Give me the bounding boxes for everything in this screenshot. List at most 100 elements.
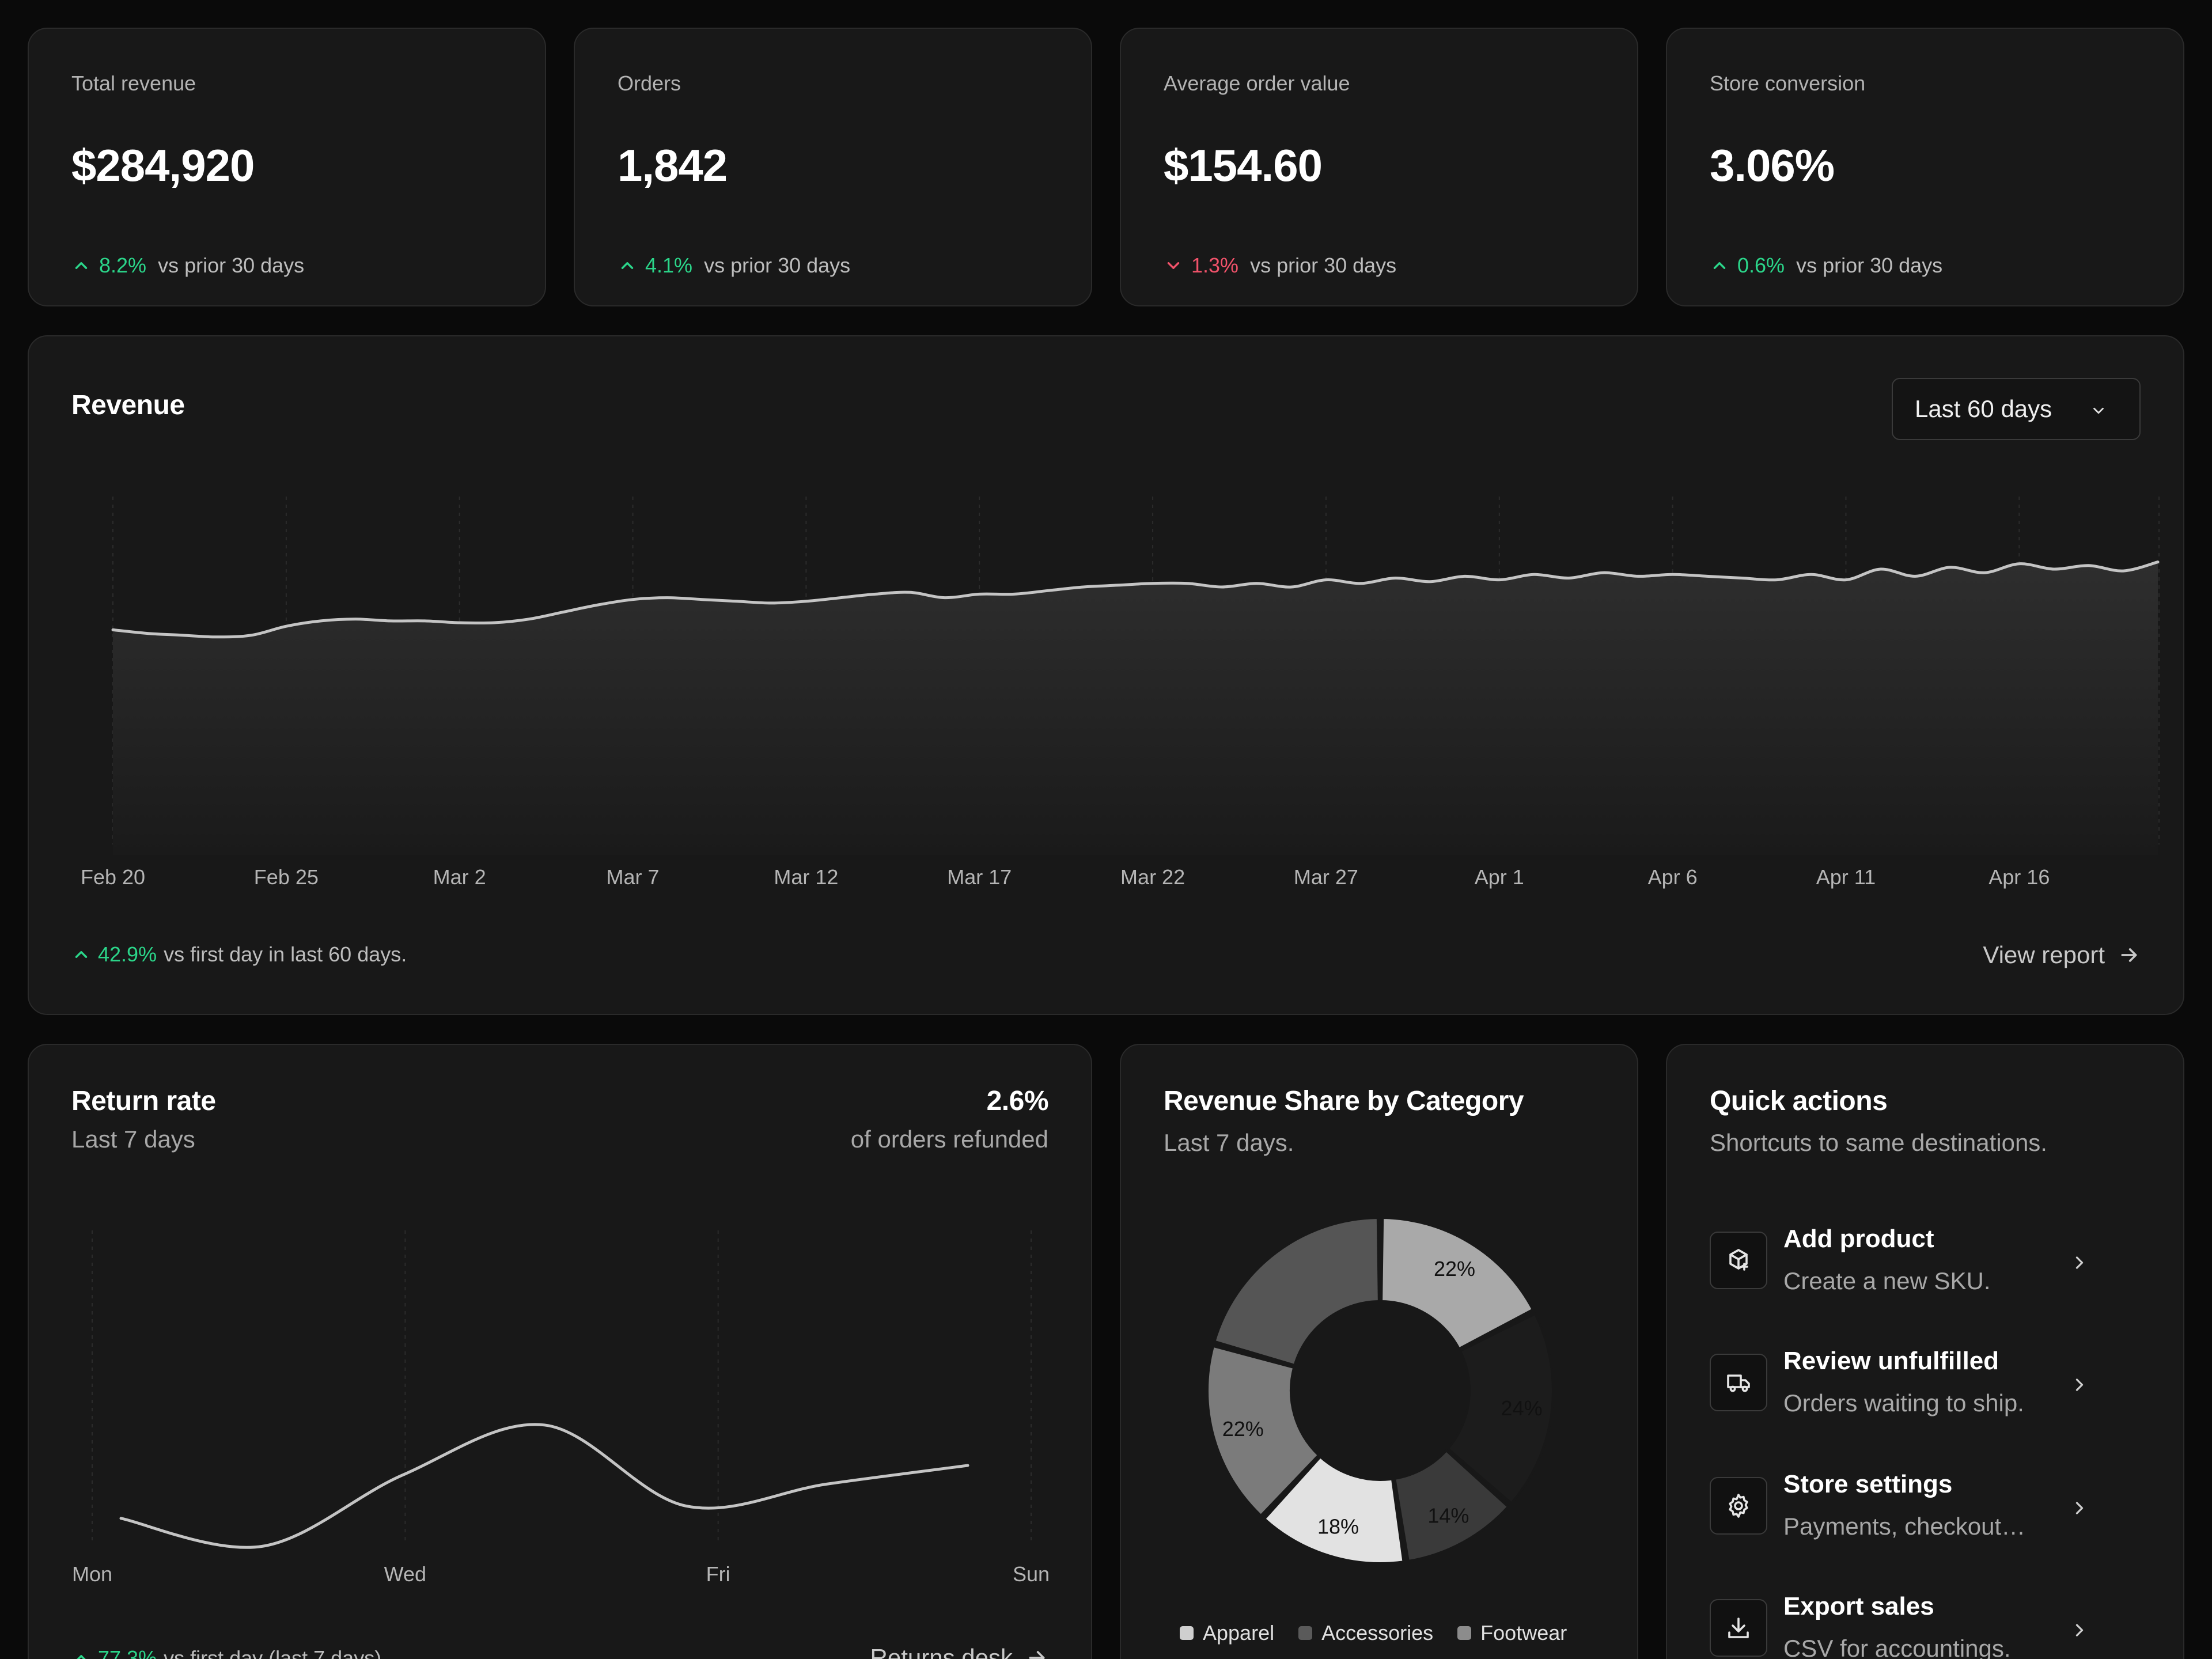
arrow-down-icon [1167, 262, 1180, 269]
truck-icon [1710, 1354, 1767, 1411]
legend-label: Accessories [1321, 1621, 1434, 1645]
range-select-value: Last 60 days [1915, 395, 2052, 422]
quick-action-store-settings[interactable]: Store settings Payments, checkout… [1710, 1470, 2090, 1562]
return-x-tick: Fri [706, 1562, 730, 1586]
kpi-card-orders: Orders 1,842 4.1% vs prior 30 days [574, 28, 1092, 306]
legend-item: Accessories [1298, 1621, 1433, 1645]
kpi-label: Store conversion [1710, 71, 1866, 95]
gear-icon [1710, 1477, 1767, 1535]
return-rate-value: 2.6% [986, 1086, 1049, 1116]
kpi-label: Average order value [1164, 71, 1350, 95]
kpi-value: 1,842 [618, 140, 728, 191]
kpi-delta-percent: 8.2% [99, 253, 147, 277]
quick-actions-subtitle: Shortcuts to same destinations. [1710, 1129, 2047, 1156]
arrow-up-icon [75, 951, 88, 958]
kpi-compare-text: vs prior 30 days [1796, 253, 1943, 277]
revenue-card: Revenue Last 60 days Feb 20 Feb 25 Mar 2 Ma… [28, 335, 2184, 1015]
quick-action-title: Add product [1783, 1225, 1934, 1253]
revenue-x-tick: Feb 25 [253, 865, 319, 889]
quick-action-desc: Orders waiting to ship. [1783, 1389, 2024, 1416]
chevron-down-icon [2093, 407, 2104, 414]
revenue-x-tick: Mar 22 [1120, 865, 1185, 889]
return-footer-text: vs first day (last 7 days) [164, 1646, 382, 1659]
revenue-title: Revenue [71, 390, 185, 421]
view-report-link[interactable]: View report [1983, 941, 2141, 969]
legend-label: Footwear [1480, 1621, 1567, 1645]
kpi-value: $284,920 [71, 140, 255, 191]
arrow-right-icon [1029, 1651, 1045, 1659]
kpi-delta: 8.2% vs prior 30 days [71, 253, 304, 278]
donut-slice-label: 22% [1222, 1417, 1264, 1441]
revenue-x-tick: Feb 20 [80, 865, 146, 889]
donut-slice [1263, 1455, 1405, 1565]
revenue-footer-text: vs first day in last 60 days. [164, 942, 407, 966]
donut-slice [1446, 1312, 1554, 1505]
return-x-tick: Sun [1012, 1562, 1050, 1586]
return-series-line [119, 1423, 969, 1549]
arrow-up-icon [1713, 262, 1726, 269]
quick-action-review-unfulfilled[interactable]: Review unfulfilled Orders waiting to shi… [1710, 1347, 2090, 1439]
revenue-x-tick: Apr 1 [1474, 865, 1524, 889]
kpi-label: Total revenue [71, 71, 196, 95]
donut-slice [1213, 1217, 1380, 1367]
kpi-value: 3.06% [1710, 140, 1835, 191]
legend-swatch [1180, 1626, 1194, 1640]
package-plus-icon [1710, 1232, 1767, 1289]
kpi-label: Orders [618, 71, 681, 95]
legend-swatch [1457, 1626, 1472, 1640]
return-footer-percent: 77.3% [98, 1646, 157, 1659]
kpi-delta: 1.3% vs prior 30 days [1164, 253, 1396, 278]
quick-actions-card: Quick actions Shortcuts to same destinat… [1666, 1044, 2184, 1659]
legend-item: Footwear [1457, 1621, 1567, 1645]
range-select[interactable]: Last 60 days [1892, 378, 2141, 440]
quick-action-add-product[interactable]: Add product Create a new SKU. [1710, 1225, 2090, 1317]
arrow-up-icon [77, 1655, 86, 1659]
donut-slice [1206, 1344, 1320, 1517]
legend-label: Apparel [1203, 1621, 1275, 1645]
revenue-x-tick: Mar 17 [947, 865, 1012, 889]
return-footer-delta: 77.3% vs first day (last 7 days) [71, 1646, 381, 1659]
revenue-x-tick: Mar 12 [774, 865, 839, 889]
revenue-share-legend: Apparel Accessories Footwear [1180, 1621, 1591, 1645]
legend-item: Apparel [1180, 1621, 1274, 1645]
donut-slice-label: 14% [1427, 1503, 1469, 1527]
quick-action-title: Export sales [1783, 1592, 1934, 1620]
quick-action-export-sales[interactable]: Export sales CSV for accountings. [1710, 1592, 2090, 1659]
kpi-compare-text: vs prior 30 days [1250, 253, 1397, 277]
donut-slice-label: 22% [1434, 1257, 1475, 1281]
kpi-card-store-conversion: Store conversion 3.06% 0.6% vs prior 30 … [1666, 28, 2184, 306]
revenue-x-tick: Mar 27 [1293, 865, 1358, 889]
revenue-share-subtitle: Last 7 days. [1164, 1129, 1294, 1156]
kpi-card-average-order-value: Average order value $154.60 1.3% vs prio… [1120, 28, 1638, 306]
return-x-tick: Wed [384, 1562, 427, 1586]
chevron-right-icon [2075, 1624, 2084, 1637]
kpi-delta-percent: 4.1% [645, 253, 693, 277]
kpi-delta: 0.6% vs prior 30 days [1710, 253, 1942, 278]
return-rate-title: Return rate [71, 1086, 216, 1116]
returns-desk-link[interactable]: Returns desk [870, 1644, 1048, 1659]
return-rate-subtitle: Last 7 days [71, 1126, 195, 1153]
kpi-compare-text: vs prior 30 days [704, 253, 851, 277]
revenue-share-title: Revenue Share by Category [1164, 1086, 1524, 1116]
return-rate-chart [92, 1230, 1032, 1549]
donut-slice [1393, 1449, 1510, 1563]
quick-action-title: Review unfulfilled [1783, 1347, 1999, 1375]
arrow-up-icon [621, 262, 634, 269]
returns-desk-label: Returns desk [870, 1644, 1013, 1659]
chevron-right-icon [2075, 1256, 2084, 1269]
revenue-x-tick: Apr 6 [1647, 865, 1698, 889]
donut-slice-label: 24% [1501, 1396, 1543, 1420]
revenue-footer-percent: 42.9% [98, 942, 157, 966]
revenue-share-donut: 22% 24% 14% 18% 22% [1206, 1217, 1554, 1565]
kpi-delta-percent: 0.6% [1737, 253, 1785, 277]
return-x-tick: Mon [71, 1562, 113, 1586]
arrow-up-icon [75, 262, 88, 269]
kpi-compare-text: vs prior 30 days [158, 253, 305, 277]
quick-action-desc: CSV for accountings. [1783, 1635, 2011, 1659]
download-icon [1710, 1599, 1767, 1657]
chevron-right-icon [2075, 1378, 2084, 1391]
revenue-area [113, 562, 2158, 855]
donut-slice-label: 18% [1317, 1515, 1359, 1539]
revenue-footer-delta: 42.9% vs first day in last 60 days. [71, 942, 407, 967]
return-rate-card: Return rate Last 7 days 2.6% of orders r… [28, 1044, 1092, 1659]
